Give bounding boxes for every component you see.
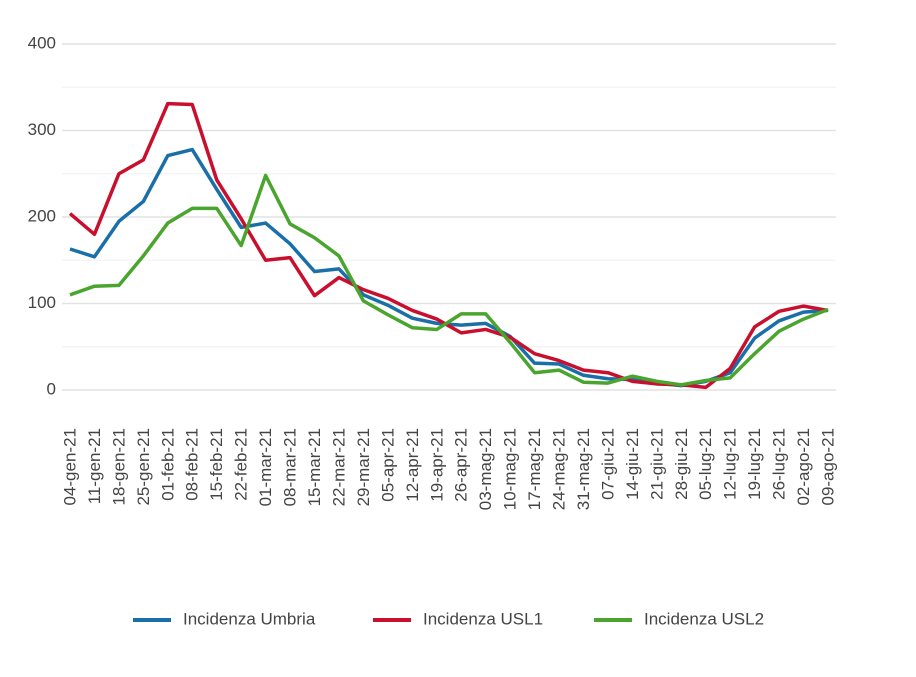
x-tick-label: 09-ago-21 <box>818 428 837 506</box>
x-tick-label: 03-mag-21 <box>476 428 495 510</box>
y-tick-label: 0 <box>47 379 56 398</box>
x-tick-label: 14-giu-21 <box>623 428 642 500</box>
x-tick-label: 26-lug-21 <box>770 428 789 500</box>
x-tick-label: 05-apr-21 <box>378 428 397 502</box>
x-tick-label: 19-apr-21 <box>427 428 446 502</box>
legend-label: Incidenza Umbria <box>183 609 316 628</box>
x-tick-label: 26-apr-21 <box>452 428 471 502</box>
y-tick-label: 300 <box>28 120 56 139</box>
line-series <box>69 173 829 387</box>
x-tick-label: 31-mag-21 <box>574 428 593 510</box>
x-tick-label: 08-mar-21 <box>281 428 300 506</box>
line-series <box>69 147 829 388</box>
x-tick-label: 18-gen-21 <box>109 428 128 506</box>
x-tick-label: 24-mag-21 <box>550 428 569 510</box>
x-tick-label: 28-giu-21 <box>672 428 691 500</box>
legend-label: Incidenza USL1 <box>423 609 543 628</box>
x-tick-label: 17-mag-21 <box>525 428 544 510</box>
x-tick-label: 10-mag-21 <box>501 428 520 510</box>
x-tick-label: 15-mar-21 <box>305 428 324 506</box>
legend-label: Incidenza USL2 <box>644 609 764 628</box>
x-tick-label: 12-apr-21 <box>403 428 422 502</box>
x-tick-label: 15-feb-21 <box>207 428 226 501</box>
x-tick-label: 01-mar-21 <box>256 428 275 506</box>
line-series <box>68 101 829 390</box>
x-tick-label: 21-giu-21 <box>647 428 666 500</box>
x-tick-label: 07-giu-21 <box>598 428 617 500</box>
x-tick-label: 29-mar-21 <box>354 428 373 506</box>
x-tick-label: 02-ago-21 <box>794 428 813 506</box>
y-tick-label: 200 <box>28 206 56 225</box>
y-tick-label: 400 <box>28 33 56 52</box>
x-tick-label: 22-feb-21 <box>232 428 251 501</box>
x-tick-label: 05-lug-21 <box>696 428 715 500</box>
x-tick-label: 08-feb-21 <box>183 428 202 501</box>
x-tick-label: 12-lug-21 <box>721 428 740 500</box>
x-tick-label: 25-gen-21 <box>134 428 153 506</box>
x-tick-label: 01-feb-21 <box>158 428 177 501</box>
y-tick-label: 100 <box>28 293 56 312</box>
x-tick-label: 19-lug-21 <box>745 428 764 500</box>
x-tick-label: 22-mar-21 <box>329 428 348 506</box>
x-tick-label: 11-gen-21 <box>85 428 104 504</box>
x-tick-label: 04-gen-21 <box>60 428 79 506</box>
